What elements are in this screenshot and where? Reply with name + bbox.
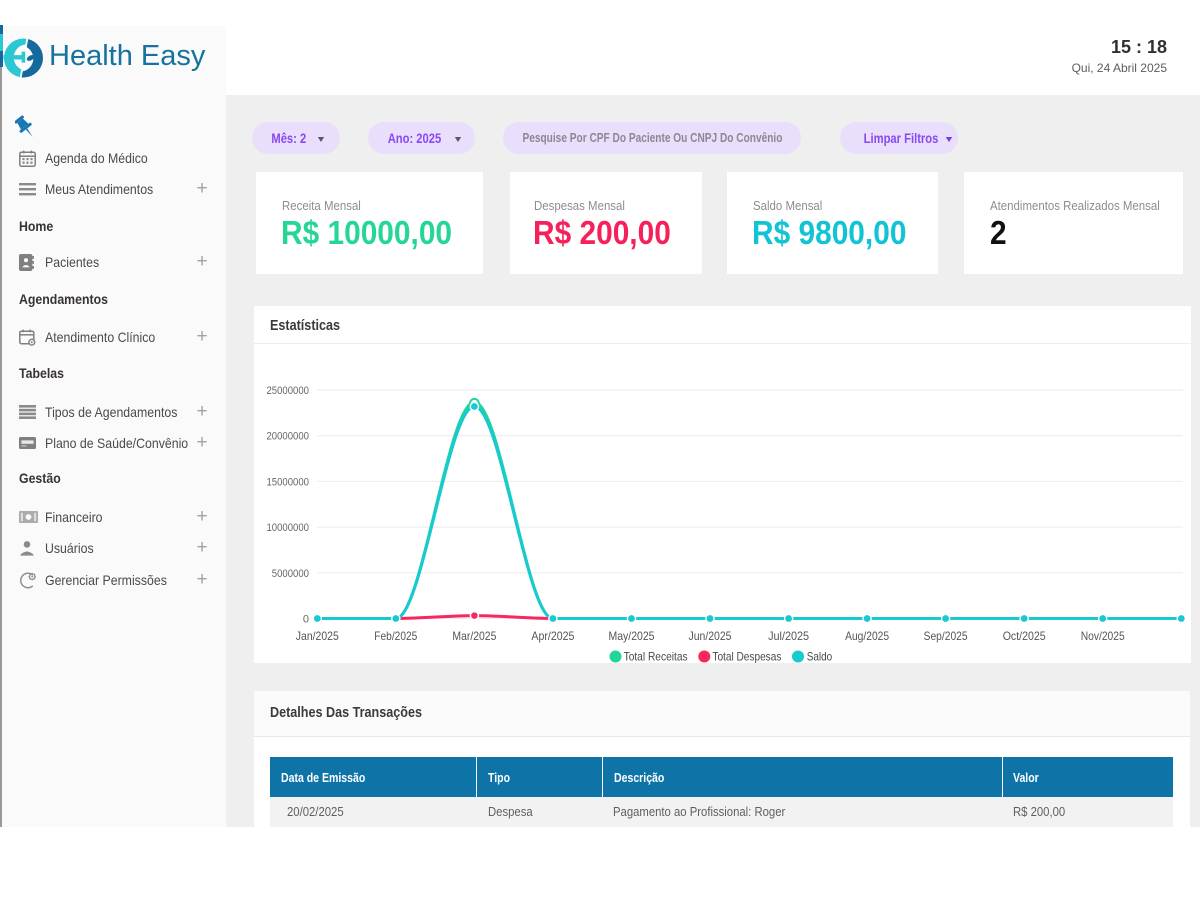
svg-text:Sep/2025: Sep/2025 (924, 629, 968, 643)
svg-text:Total Receitas: Total Receitas (624, 650, 688, 664)
svg-text:Aug/2025: Aug/2025 (845, 629, 889, 643)
svg-text:Apr/2025: Apr/2025 (531, 629, 574, 643)
svg-text:15000000: 15000000 (267, 476, 310, 488)
svg-text:Nov/2025: Nov/2025 (1081, 629, 1125, 643)
svg-text:25000000: 25000000 (267, 385, 310, 397)
svg-text:10000000: 10000000 (267, 522, 310, 534)
svg-text:Feb/2025: Feb/2025 (374, 629, 417, 643)
svg-text:0: 0 (303, 614, 309, 626)
svg-text:Jan/2025: Jan/2025 (296, 629, 339, 643)
svg-text:Oct/2025: Oct/2025 (1003, 629, 1046, 643)
svg-text:5000000: 5000000 (272, 568, 309, 580)
svg-text:Jun/2025: Jun/2025 (689, 629, 732, 643)
svg-text:Mar/2025: Mar/2025 (452, 629, 496, 643)
svg-text:Saldo: Saldo (807, 650, 833, 664)
svg-text:May/2025: May/2025 (609, 629, 655, 643)
svg-text:Total Despesas: Total Despesas (712, 650, 781, 664)
svg-text:20000000: 20000000 (267, 431, 310, 443)
svg-text:Jul/2025: Jul/2025 (768, 629, 809, 643)
